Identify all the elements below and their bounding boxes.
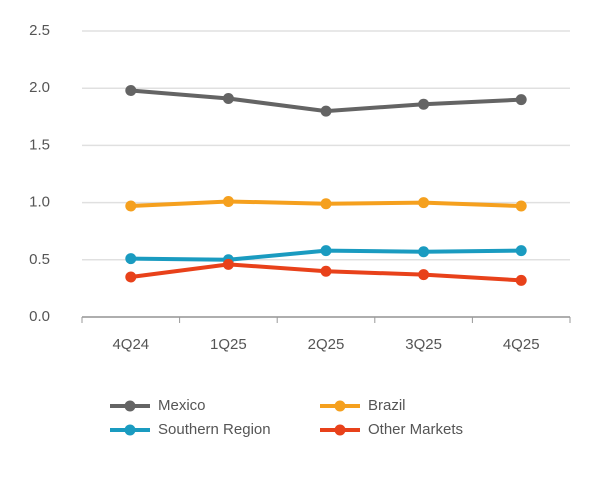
- y-tick-label: 0.5: [29, 251, 50, 268]
- y-tick-label: 0.0: [29, 308, 50, 325]
- point: [125, 271, 137, 283]
- point: [125, 200, 137, 212]
- point: [125, 253, 137, 265]
- point: [320, 105, 332, 117]
- x-tick-label: 4Q24: [112, 336, 149, 353]
- point: [418, 98, 430, 110]
- point: [222, 195, 234, 207]
- legend-marker: [124, 400, 136, 412]
- legend-marker: [334, 400, 346, 412]
- x-tick-label: 4Q25: [503, 336, 540, 353]
- x-tick-label: 1Q25: [210, 336, 247, 353]
- y-tick-label: 1.5: [29, 136, 50, 153]
- point: [320, 198, 332, 210]
- x-tick-label: 2Q25: [308, 336, 345, 353]
- point: [222, 258, 234, 270]
- point: [222, 92, 234, 104]
- point: [515, 274, 527, 286]
- y-tick-label: 2.0: [29, 79, 50, 96]
- point: [515, 94, 527, 106]
- legend-marker: [334, 424, 346, 436]
- legend-label: Southern Region: [158, 421, 271, 438]
- y-tick-label: 2.5: [29, 22, 50, 39]
- legend-label: Other Markets: [368, 421, 463, 438]
- point: [125, 84, 137, 96]
- point: [515, 245, 527, 257]
- legend-marker: [124, 424, 136, 436]
- point: [418, 246, 430, 258]
- point: [515, 200, 527, 212]
- x-tick-label: 3Q25: [405, 336, 442, 353]
- point: [320, 245, 332, 257]
- point: [418, 269, 430, 281]
- y-tick-label: 1.0: [29, 194, 50, 211]
- point: [418, 197, 430, 209]
- legend-label: Brazil: [368, 397, 406, 414]
- point: [320, 265, 332, 277]
- legend-label: Mexico: [158, 397, 206, 414]
